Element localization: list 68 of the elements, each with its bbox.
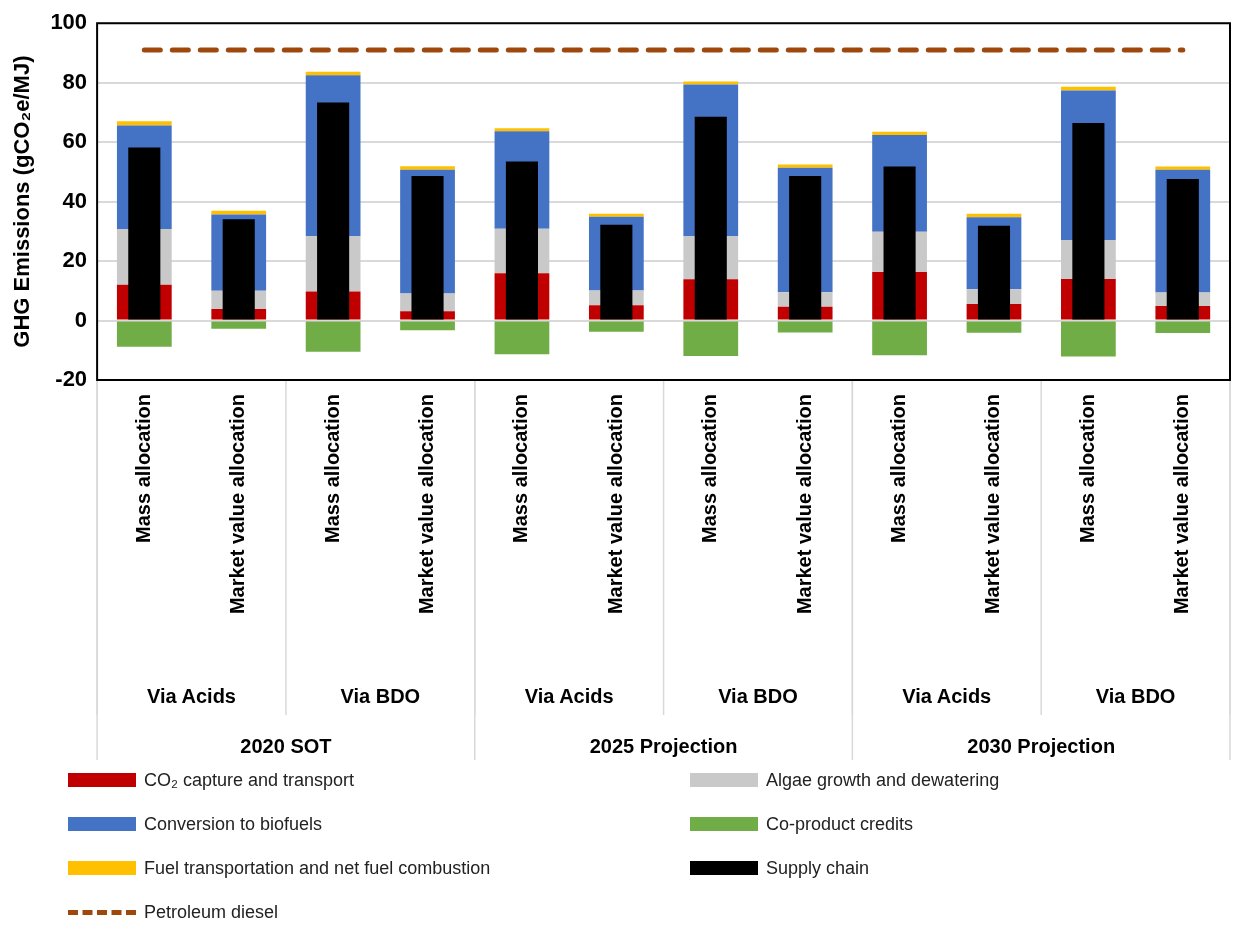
x-tick-label: Market value allocation (792, 394, 815, 615)
bar (977, 225, 1011, 320)
legend-label: CO₂ capture and transport (144, 769, 355, 791)
bar (505, 161, 538, 320)
legend-label: Algae growth and dewatering (766, 769, 1000, 791)
x-tick-label: Market value allocation (981, 394, 1004, 615)
legend-label: Conversion to biofuels (144, 813, 323, 835)
bar (683, 81, 739, 85)
bar (1072, 123, 1105, 320)
x-tick-label: Mass allocation (887, 394, 910, 543)
y-tick-label: 100 (50, 9, 88, 35)
x-tick-label: Market value allocation (603, 394, 626, 615)
text: Via BDO (718, 684, 798, 707)
bar (789, 176, 822, 320)
bar (694, 116, 727, 320)
text: 2020 SOT (240, 734, 332, 757)
bar (222, 219, 255, 320)
bar (400, 166, 455, 170)
legend-label: Petroleum diesel (144, 901, 279, 923)
bar (777, 321, 833, 333)
text: Via Acids (902, 684, 992, 707)
y-tick-label: 0 (74, 306, 88, 332)
bar (116, 121, 172, 126)
legend-label: Co-product credits (766, 813, 914, 835)
bar (211, 321, 267, 329)
text: Via BDO (340, 684, 421, 707)
x-tick-label: Mass allocation (320, 394, 343, 543)
text: Via Acids (147, 684, 236, 707)
bar (1061, 321, 1116, 357)
x-tick-label: Mass allocation (698, 394, 721, 543)
bar (883, 166, 916, 320)
bar (305, 321, 361, 352)
bar (872, 131, 927, 135)
bar (588, 213, 644, 217)
text: 2025 Projection (589, 734, 738, 757)
y-tick-label: 80 (62, 68, 88, 94)
bar (1155, 321, 1211, 334)
bar (494, 128, 550, 132)
bar (128, 147, 161, 320)
x-tick-label: Mass allocation (1075, 394, 1098, 543)
bar (411, 176, 444, 320)
bar (777, 164, 833, 168)
x-tick-label: Market value allocation (415, 394, 438, 615)
y-tick-label: 20 (62, 247, 88, 273)
y-tick-label: -20 (55, 366, 88, 392)
y-axis-title: GHG Emissions (gCO₂e/MJ) (9, 55, 35, 348)
bar (872, 321, 927, 356)
x-tick-label: Mass allocation (509, 394, 532, 543)
x-tick-label: Market value allocation (1170, 394, 1193, 615)
bar (588, 321, 644, 332)
bar (600, 224, 633, 320)
bar (683, 321, 739, 356)
x-tick-label: Mass allocation (131, 394, 154, 543)
bar (966, 321, 1022, 333)
legend-label: Fuel transportation and net fuel combustion (144, 857, 491, 879)
bar (494, 321, 550, 355)
bar (400, 321, 455, 331)
x-tick-label: Market value allocation (226, 394, 249, 615)
legend-label: Supply chain (766, 857, 870, 879)
bar (1166, 179, 1199, 320)
bar (1155, 166, 1211, 170)
bar (116, 321, 172, 347)
text: Via Acids (524, 684, 614, 707)
bar (317, 102, 350, 320)
y-tick-label: 60 (62, 128, 88, 154)
y-tick-label: 40 (62, 187, 88, 213)
text: 2030 Projection (967, 734, 1116, 757)
text: Via BDO (1095, 684, 1176, 707)
